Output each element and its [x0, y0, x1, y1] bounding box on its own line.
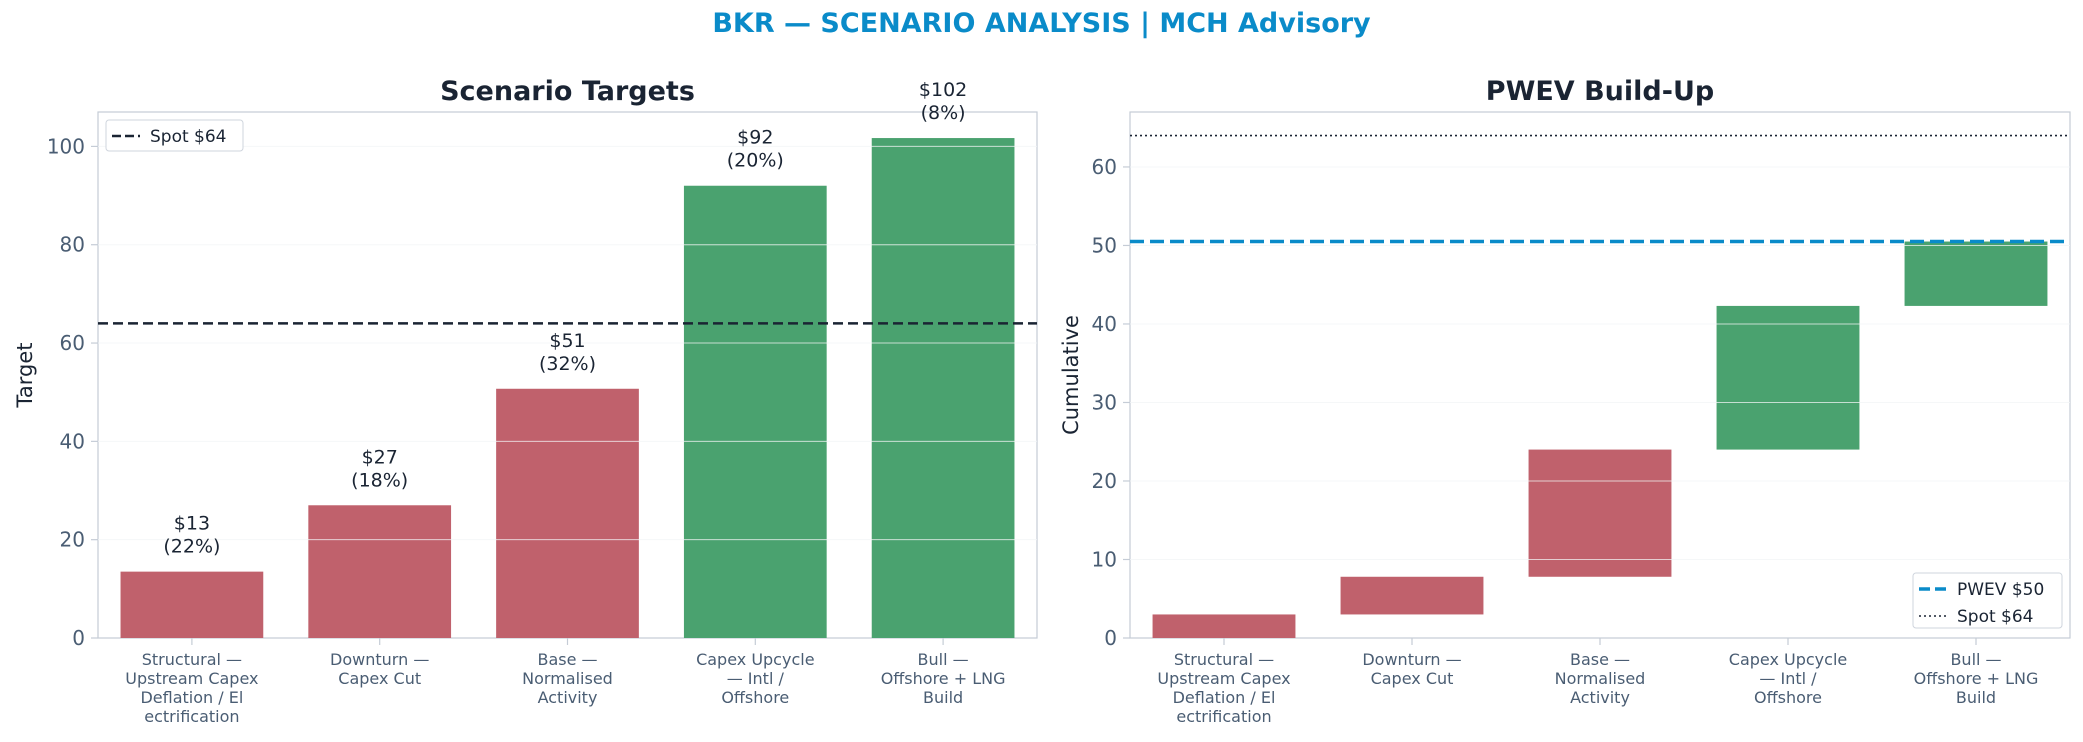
- category-label-line: Base —: [1570, 650, 1630, 669]
- category-label-line: Upstream Capex: [125, 669, 258, 688]
- bar: [683, 185, 827, 638]
- category-label-line: Structural —: [142, 650, 242, 669]
- category-label-line: Capex Cut: [338, 669, 421, 688]
- category-label-line: Upstream Capex: [1157, 669, 1290, 688]
- y-axis-label: Target: [13, 343, 37, 409]
- legend-label: Spot $64: [1957, 607, 2034, 627]
- category-label: Structural — Upstream Capex Deflation / El…: [1157, 650, 1290, 726]
- bar: [120, 571, 264, 638]
- category-label-line: Normalised: [1555, 669, 1646, 688]
- category-label-line: Build: [923, 688, 963, 707]
- y-axis-label: Cumulative: [1059, 315, 1083, 435]
- data-label-line: $92: [737, 127, 773, 149]
- bar: [308, 505, 452, 638]
- data-label-line: (8%): [921, 102, 966, 124]
- y-tick-label: 100: [47, 134, 85, 158]
- category-label: Capex Upcycle — Intl / Offshore: [696, 650, 814, 707]
- data-label-line: (22%): [163, 536, 220, 558]
- category-label-line: Downturn —: [330, 650, 429, 669]
- waterfall-bar: [1904, 241, 2048, 306]
- category-label-line: ectrification: [1176, 707, 1271, 726]
- y-tick-label: 80: [60, 233, 85, 257]
- y-tick-label: 10: [1092, 547, 1117, 571]
- data-label-line: $102: [919, 79, 967, 101]
- waterfall-bar: [1152, 614, 1296, 638]
- category-label-line: Activity: [538, 688, 598, 707]
- category-label-line: — Intl /: [727, 669, 785, 688]
- bar: [871, 138, 1015, 638]
- category-label-line: Offshore: [721, 688, 789, 707]
- y-tick-label: 50: [1092, 233, 1117, 257]
- category-label: Base — Normalised Activity: [1555, 650, 1646, 707]
- data-label-line: (20%): [727, 150, 784, 172]
- y-tick-label: 60: [60, 331, 85, 355]
- category-label: Structural — Upstream Capex Deflation / El…: [125, 650, 258, 726]
- category-label-line: Capex Upcycle: [1729, 650, 1847, 669]
- category-label: Downturn — Capex Cut: [1362, 650, 1461, 688]
- category-label-line: Capex Upcycle: [696, 650, 814, 669]
- waterfall-bar: [1340, 576, 1484, 615]
- data-label: $51 (32%): [539, 330, 596, 375]
- category-label-line: ectrification: [144, 707, 239, 726]
- category-label-line: Bull —: [918, 650, 969, 669]
- bar: [496, 388, 639, 638]
- category-label-line: Activity: [1570, 688, 1630, 707]
- chart-title: PWEV Build-Up: [1486, 76, 1714, 107]
- category-label-line: Deflation / El: [1173, 688, 1276, 707]
- category-label-line: Structural —: [1174, 650, 1274, 669]
- category-label-line: Offshore + LNG: [881, 669, 1006, 688]
- category-label-line: Deflation / El: [140, 688, 243, 707]
- category-label: Bull — Offshore + LNG Build: [1914, 650, 2039, 707]
- data-label-line: $27: [362, 446, 398, 468]
- data-label: $92 (20%): [727, 127, 784, 172]
- y-tick-label: 20: [60, 528, 85, 552]
- category-label-line: — Intl /: [1759, 669, 1817, 688]
- category-label: Bull — Offshore + LNG Build: [881, 650, 1006, 707]
- data-label-line: (18%): [351, 469, 408, 491]
- category-label-line: Capex Cut: [1371, 669, 1454, 688]
- scenario-targets-chart: 0 20 40 60 80 100 Structural — Upstream Capex De…: [13, 76, 1038, 726]
- category-label: Downturn — Capex Cut: [330, 650, 429, 688]
- category-label-line: Offshore: [1754, 688, 1822, 707]
- data-label: $27 (18%): [351, 446, 408, 491]
- legend-box: [1912, 572, 2063, 629]
- y-tick-label: 20: [1092, 469, 1117, 493]
- category-label-line: Bull —: [1950, 650, 2001, 669]
- y-tick-label: 60: [1092, 155, 1117, 179]
- y-tick-label: 0: [1104, 626, 1117, 650]
- data-label: $102 (8%): [919, 79, 967, 124]
- y-tick-label: 40: [60, 429, 85, 453]
- category-label: Base — Normalised Activity: [522, 650, 613, 707]
- category-label: Capex Upcycle — Intl / Offshore: [1729, 650, 1847, 707]
- category-label-line: Build: [1956, 688, 1996, 707]
- y-tick-label: 30: [1092, 390, 1117, 414]
- data-label: $13 (22%): [163, 513, 220, 558]
- legend-box: [105, 119, 244, 152]
- legend-label: Spot $64: [150, 127, 227, 147]
- legend-label: PWEV $50: [1957, 580, 2044, 600]
- waterfall-bar: [1528, 449, 1672, 577]
- chart-title: Scenario Targets: [440, 76, 695, 107]
- category-label-line: Normalised: [522, 669, 613, 688]
- y-tick-label: 40: [1092, 312, 1117, 336]
- y-tick-label: 0: [72, 626, 85, 650]
- category-label-line: Downturn —: [1362, 650, 1461, 669]
- category-label-line: Base —: [537, 650, 597, 669]
- data-label-line: $13: [174, 513, 210, 535]
- category-label-line: Offshore + LNG: [1914, 669, 2039, 688]
- data-label-line: $51: [549, 330, 585, 352]
- waterfall-bar: [1716, 305, 1860, 450]
- data-label-line: (32%): [539, 353, 596, 375]
- figure-title: BKR — SCENARIO ANALYSIS | MCH Advisory: [712, 8, 1371, 39]
